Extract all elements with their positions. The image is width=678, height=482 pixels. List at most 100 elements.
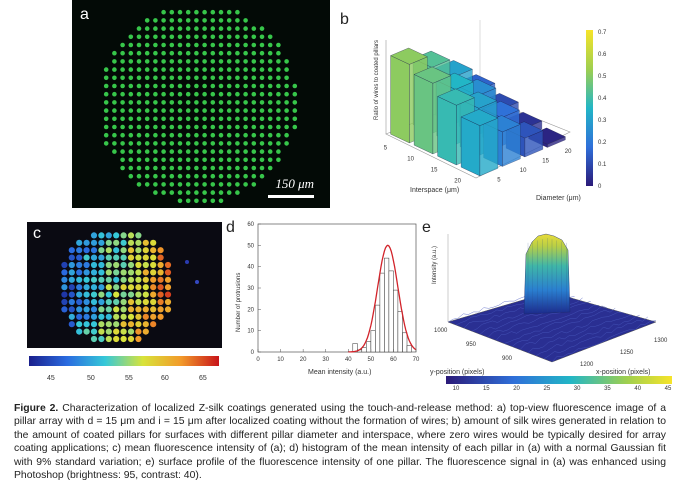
pillar-dot bbox=[103, 100, 109, 105]
pillar-dot bbox=[267, 132, 273, 138]
pillar-dot bbox=[218, 50, 224, 56]
pillar-dot bbox=[210, 83, 216, 89]
intensity-dot bbox=[113, 254, 120, 261]
pillar-dot bbox=[136, 59, 142, 64]
pillar-dot bbox=[251, 165, 257, 171]
intensity-dot bbox=[105, 335, 112, 343]
histogram-bar bbox=[370, 330, 376, 353]
intensity-dot bbox=[105, 261, 112, 269]
pillar-dot bbox=[144, 108, 150, 113]
pillar-dot bbox=[153, 141, 158, 146]
pillar-dot bbox=[210, 50, 216, 56]
pillar-dot bbox=[202, 182, 207, 187]
pillar-dot bbox=[144, 157, 150, 163]
pillar-dot bbox=[243, 34, 248, 40]
pillar-dot bbox=[235, 190, 240, 195]
surface-mesh-line bbox=[511, 308, 616, 347]
intensity-dot bbox=[135, 321, 142, 328]
pillar-dot bbox=[235, 141, 240, 146]
pillar-dot bbox=[210, 34, 216, 40]
pillar-dot bbox=[235, 9, 240, 15]
intensity-dot bbox=[90, 298, 98, 306]
pillar-dot bbox=[259, 124, 265, 130]
intensity-dot bbox=[68, 306, 75, 313]
pillar-dot bbox=[235, 26, 240, 31]
intensity-dot bbox=[113, 328, 120, 335]
intensity-dot bbox=[98, 321, 105, 328]
histogram-y-tick: 60 bbox=[247, 222, 254, 228]
pillar-dot bbox=[202, 34, 207, 40]
pillar-dot bbox=[185, 149, 191, 154]
pillar-dot bbox=[161, 34, 166, 40]
intensity-map: c 45 50 55 60 65 bbox=[27, 222, 222, 382]
intensity-dot bbox=[61, 261, 68, 269]
intensity-dot bbox=[150, 284, 157, 291]
intensity-colorbar-tick: 65 bbox=[199, 375, 207, 382]
intensity-dot bbox=[90, 247, 98, 254]
bar3d-zlabel: Ratio of wires to coated pillars bbox=[374, 40, 380, 120]
pillar-dot bbox=[202, 149, 207, 154]
surface-xlabel: x-position (pixels) bbox=[596, 369, 650, 376]
pillar-dot bbox=[243, 182, 248, 187]
pillar-dot bbox=[169, 9, 175, 15]
pillar-dot bbox=[251, 157, 257, 163]
histogram-bar bbox=[393, 289, 399, 353]
intensity-dot bbox=[83, 276, 90, 283]
histogram-bar bbox=[366, 341, 372, 353]
intensity-dot bbox=[76, 247, 83, 254]
histogram-x-tick: 50 bbox=[368, 357, 375, 363]
pillar-dot bbox=[128, 132, 134, 138]
pillar-dot bbox=[235, 67, 240, 72]
intensity-dot bbox=[127, 239, 135, 246]
bar3d-bar-top bbox=[437, 88, 475, 106]
intensity-dot bbox=[113, 335, 120, 343]
pillar-dot bbox=[235, 108, 240, 113]
intensity-dot bbox=[150, 291, 157, 298]
pillar-dot bbox=[210, 100, 216, 105]
intensity-dot bbox=[120, 306, 127, 313]
pillar-dot bbox=[144, 18, 150, 23]
pillar-dot bbox=[103, 124, 109, 130]
caption-figure-number: Figure 2. bbox=[14, 403, 59, 414]
pillar-dot bbox=[259, 67, 265, 72]
surface-peak bbox=[523, 233, 571, 315]
pillar-dot bbox=[243, 42, 248, 48]
pillar-dot bbox=[194, 173, 199, 179]
pillar-dot bbox=[120, 165, 125, 171]
pillar-dot bbox=[194, 42, 199, 48]
histogram-x-tick: 20 bbox=[300, 357, 307, 363]
surface-mesh-line bbox=[551, 320, 657, 363]
pillar-dot bbox=[153, 173, 158, 179]
pillar-dot bbox=[112, 149, 117, 154]
pillar-dot bbox=[267, 75, 273, 81]
pillar-dot bbox=[218, 91, 224, 97]
pillar-dot bbox=[153, 108, 158, 113]
intensity-dot bbox=[120, 284, 127, 291]
intensity-dot bbox=[157, 254, 164, 261]
intensity-dot bbox=[83, 269, 90, 276]
pillar-dot bbox=[194, 182, 199, 187]
pillar-dot bbox=[112, 50, 117, 56]
bar3d-bar bbox=[460, 116, 481, 177]
pillar-dot bbox=[112, 100, 117, 105]
pillar-dot bbox=[243, 124, 248, 130]
pillar-dot bbox=[251, 67, 257, 72]
pillar-dot bbox=[267, 141, 273, 146]
pillar-dot bbox=[185, 42, 191, 48]
pillar-dot bbox=[185, 9, 191, 15]
intensity-dot bbox=[120, 247, 127, 254]
pillar-dot bbox=[169, 141, 175, 146]
intensity-colorbar-ticks: 45 50 55 60 65 bbox=[47, 375, 207, 382]
intensity-colorbar-tick: 45 bbox=[47, 375, 55, 382]
surface-x-tick: 1200 bbox=[580, 362, 594, 368]
pillar-dot bbox=[210, 182, 216, 187]
pillar-dot bbox=[153, 67, 158, 72]
pillar-dot bbox=[226, 34, 232, 40]
bar3d-colorbar-tick: 0 bbox=[598, 184, 602, 190]
intensity-dot bbox=[120, 232, 127, 239]
histogram-x-tick: 60 bbox=[390, 357, 397, 363]
surface-x-ticks: 1300 1250 1200 bbox=[580, 338, 668, 368]
intensity-dot bbox=[98, 276, 105, 283]
pillar-dot bbox=[235, 50, 240, 56]
pillar-dot bbox=[251, 141, 257, 146]
